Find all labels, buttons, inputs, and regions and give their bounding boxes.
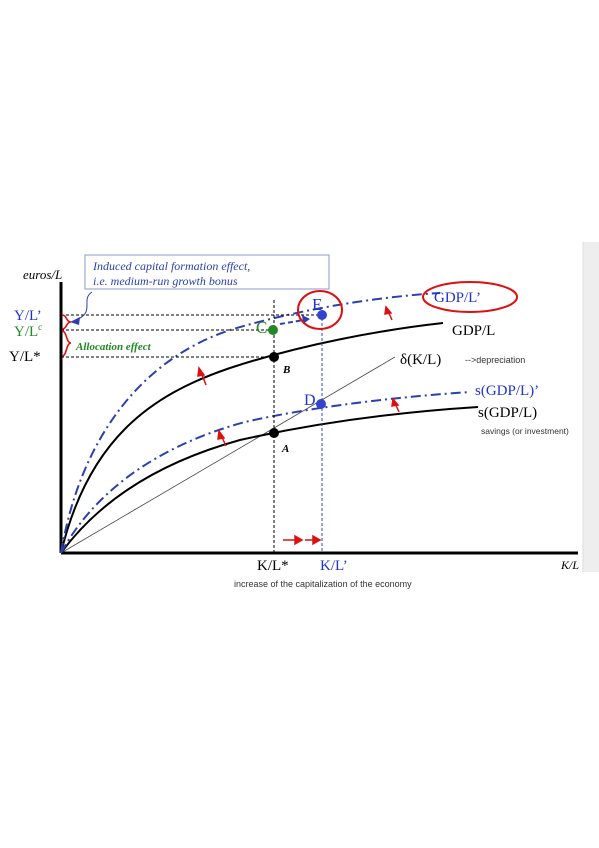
y-l-star-label: Y/L* — [9, 349, 41, 365]
point-c-marker — [268, 325, 278, 335]
callout-line-2: i.e. medium-run growth bonus — [93, 274, 238, 288]
k-l-prime-tick-label: K/L’ — [320, 558, 348, 574]
point-a-label: A — [281, 443, 289, 455]
s-gdp-label: s(GDP/L) — [478, 405, 537, 421]
gdp-l-prime-label: GDP/L’ — [434, 290, 481, 306]
callout-pointer-head — [70, 317, 80, 325]
s-gdp-prime-curve — [60, 391, 471, 554]
gdp-l-prime-curve — [60, 292, 441, 554]
e-highlight-ellipse — [297, 290, 343, 330]
y-l-c-label: Y/Lc — [14, 322, 42, 340]
bracket-lower — [61, 330, 72, 357]
side-panel — [583, 242, 599, 572]
callout-box — [84, 254, 330, 290]
shift-arrows — [197, 305, 400, 546]
callout-line-1: Induced capital formation effect, — [92, 259, 250, 273]
point-b-marker — [269, 352, 279, 362]
point-a-marker — [269, 428, 279, 438]
y-l-prime-label: Y/L’ — [14, 308, 42, 324]
savings-label: savings (or investment) — [481, 426, 569, 436]
y-axis-label: euros/L — [23, 267, 62, 282]
depreciation-label: -->depreciation — [465, 355, 525, 365]
caption: increase of the capitalization of the ec… — [234, 579, 412, 589]
point-b-label: B — [282, 364, 290, 376]
point-d-marker — [316, 399, 326, 409]
x-axis-label: K/L — [560, 558, 579, 572]
c-to-e-arrow — [279, 319, 305, 325]
gdp-prime-highlight-ellipse — [422, 281, 518, 313]
k-l-star-tick-label: K/L* — [257, 558, 289, 574]
s-gdp-curve — [60, 406, 479, 554]
callout-pointer — [75, 291, 93, 321]
depreciation-line — [60, 356, 396, 554]
gdp-l-label: GDP/L — [452, 323, 495, 339]
s-gdp-prime-label: s(GDP/L)’ — [475, 383, 539, 399]
delta-label: δ(K/L) — [400, 352, 441, 368]
point-c-label: C — [256, 318, 267, 337]
gdp-l-curve — [60, 322, 444, 554]
point-e-label: E — [312, 295, 322, 314]
point-d-label: D — [304, 392, 316, 409]
point-e-marker — [317, 310, 327, 320]
allocation-effect-label: Allocation effect — [75, 341, 152, 353]
bracket-upper — [61, 314, 72, 330]
